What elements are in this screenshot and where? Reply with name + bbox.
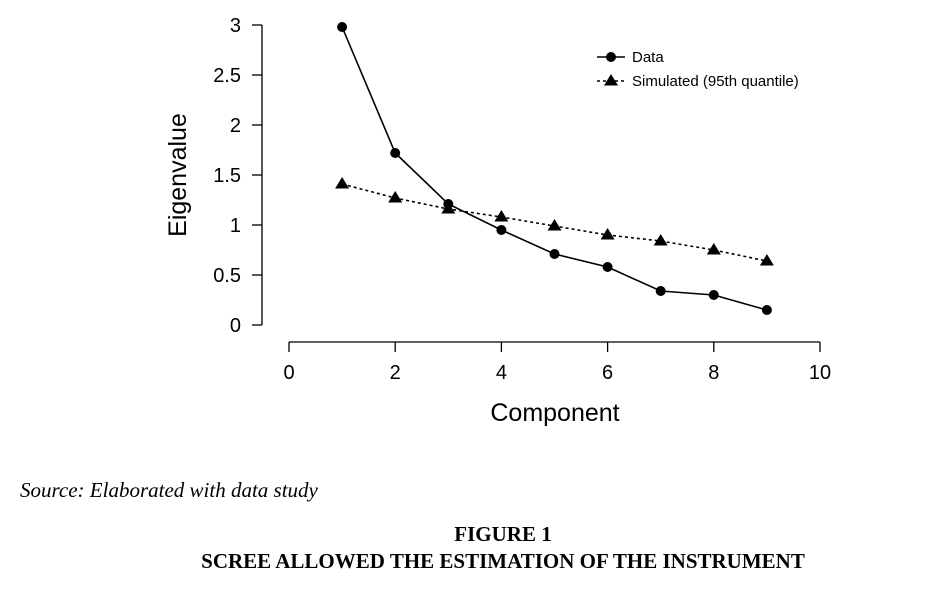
simulated-point (494, 210, 509, 222)
data-line (341, 26, 768, 311)
legend-marker-1 (604, 74, 618, 86)
simulated-point (653, 234, 668, 246)
legend-marker-0 (606, 52, 616, 62)
data-point (549, 249, 560, 259)
legend-label: Simulated (95th quantile) (632, 73, 799, 90)
x-axis-title: Component (490, 399, 619, 427)
data-point (761, 305, 772, 315)
y-tick-label: 1.5 (213, 165, 241, 187)
y-tick-label: 2 (230, 115, 241, 137)
simulated-point (388, 191, 403, 203)
y-tick-label: 0.5 (213, 265, 241, 287)
x-tick-label: 10 (809, 362, 831, 384)
scree-plot: 0 0.5 1 1.5 2 2.5 3 0 2 4 6 8 10 Eigenvalue Compone… (164, 15, 831, 427)
y-tick-label: 0 (230, 315, 241, 337)
series-simulated (335, 177, 774, 266)
simulated-point (335, 177, 350, 189)
figure-number: FIGURE 1 (454, 522, 552, 546)
x-tick-label: 0 (283, 362, 294, 384)
y-tick-label: 3 (230, 15, 241, 37)
simulated-point (547, 219, 562, 231)
y-axis-title: Eigenvalue (164, 113, 192, 237)
data-point (443, 199, 454, 209)
data-point (708, 290, 719, 300)
data-point (496, 225, 507, 235)
x-tick-label: 2 (390, 362, 401, 384)
legend-label: Data (632, 49, 664, 66)
y-axis: 0 0.5 1 1.5 2 2.5 3 (213, 15, 263, 337)
figure-title: SCREE ALLOWED THE ESTIMATION OF THE INST… (201, 549, 805, 573)
y-tick-label: 1 (230, 215, 241, 237)
data-point (390, 148, 401, 158)
series-data (337, 22, 772, 315)
simulated-point (706, 243, 721, 255)
simulated-point (759, 254, 774, 266)
y-tick-label: 2.5 (213, 65, 241, 87)
data-point (655, 286, 666, 296)
data-point (602, 262, 613, 272)
legend: Data Simulated (95th quantile) (597, 49, 799, 90)
source-note: Source: Elaborated with data study (20, 478, 318, 502)
x-tick-label: 4 (496, 362, 507, 384)
x-axis: 0 2 4 6 8 10 (283, 341, 831, 384)
simulated-point (600, 228, 615, 240)
x-tick-label: 8 (708, 362, 719, 384)
x-tick-label: 6 (602, 362, 613, 384)
plot-series (335, 22, 774, 315)
data-point (337, 22, 348, 32)
